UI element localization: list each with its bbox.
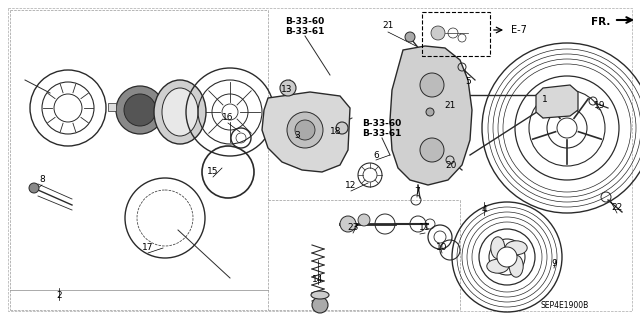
Text: E-7: E-7 (511, 25, 527, 35)
Text: 18: 18 (330, 127, 342, 136)
Polygon shape (390, 46, 472, 185)
Text: 1: 1 (542, 95, 548, 105)
Text: B-33-60: B-33-60 (285, 18, 324, 26)
Circle shape (280, 80, 296, 96)
Text: 13: 13 (281, 85, 292, 94)
Ellipse shape (505, 241, 527, 255)
Text: 21: 21 (382, 21, 394, 31)
Text: 12: 12 (346, 182, 356, 190)
Text: 11: 11 (419, 224, 431, 233)
Text: FR.: FR. (591, 17, 611, 27)
Text: B-33-61: B-33-61 (285, 27, 324, 36)
Circle shape (340, 216, 356, 232)
Circle shape (312, 297, 328, 313)
Text: 4: 4 (481, 204, 487, 213)
Text: 16: 16 (222, 114, 234, 122)
Circle shape (295, 120, 315, 140)
Text: 15: 15 (207, 167, 219, 176)
Ellipse shape (311, 291, 329, 299)
Text: 20: 20 (445, 160, 457, 169)
Circle shape (426, 108, 434, 116)
Text: 7: 7 (414, 188, 420, 197)
Circle shape (431, 26, 445, 40)
Bar (108, 103, 116, 111)
Ellipse shape (491, 237, 505, 259)
Circle shape (358, 214, 370, 226)
Polygon shape (262, 92, 350, 172)
Circle shape (116, 86, 164, 134)
Text: 8: 8 (39, 175, 45, 184)
Text: 6: 6 (373, 151, 379, 160)
Text: 9: 9 (551, 259, 557, 269)
Circle shape (497, 247, 517, 267)
Circle shape (420, 138, 444, 162)
Circle shape (287, 112, 323, 148)
Text: B-33-61: B-33-61 (362, 129, 402, 137)
Text: 10: 10 (436, 243, 448, 253)
Ellipse shape (154, 80, 206, 144)
Text: 23: 23 (348, 224, 358, 233)
Circle shape (336, 122, 348, 134)
Text: SEP4E1900B: SEP4E1900B (541, 300, 589, 309)
Ellipse shape (162, 88, 198, 136)
Text: 14: 14 (312, 275, 324, 284)
Ellipse shape (487, 259, 509, 273)
Ellipse shape (509, 255, 523, 277)
Circle shape (124, 94, 156, 126)
Text: B-33-60: B-33-60 (362, 118, 402, 128)
Circle shape (29, 183, 39, 193)
Text: 21: 21 (444, 100, 456, 109)
Bar (422, 12, 490, 56)
Text: 5: 5 (465, 78, 471, 86)
Text: 22: 22 (611, 204, 623, 212)
Polygon shape (536, 85, 578, 118)
Text: 19: 19 (595, 100, 605, 109)
Circle shape (405, 32, 415, 42)
Circle shape (420, 73, 444, 97)
Text: 3: 3 (294, 130, 300, 139)
Text: 2: 2 (56, 291, 62, 300)
Text: 17: 17 (142, 243, 154, 253)
